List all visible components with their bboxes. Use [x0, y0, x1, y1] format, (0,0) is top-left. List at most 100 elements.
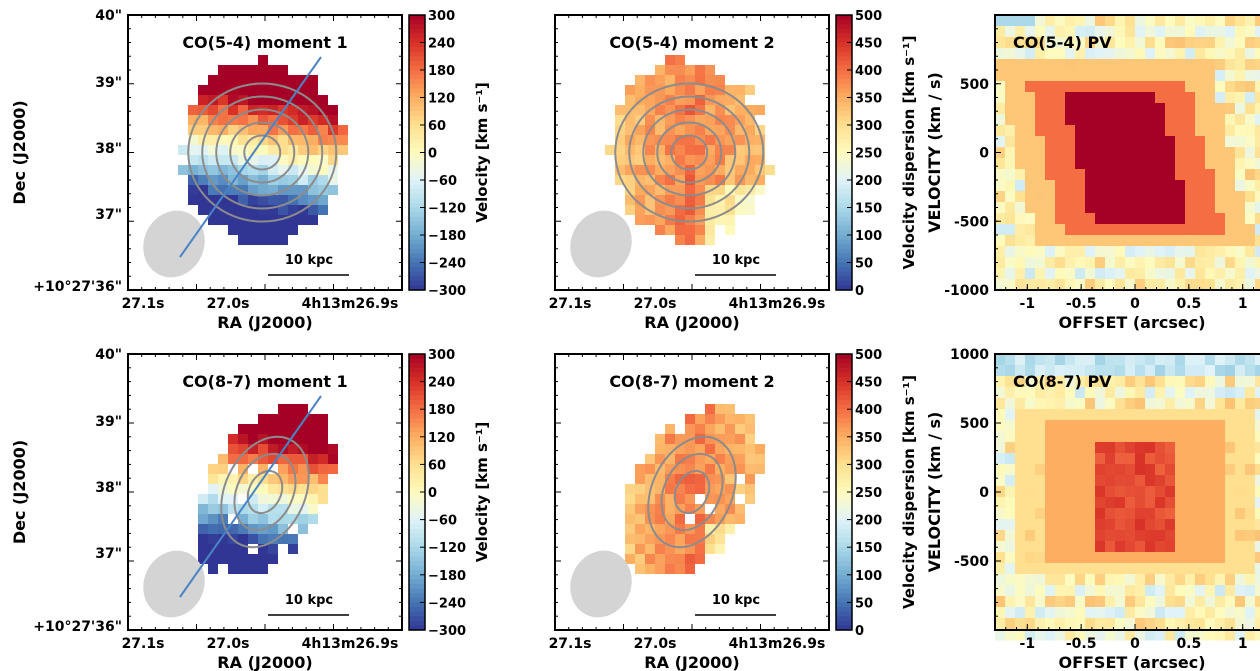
- co87-mom1-pixel: [208, 474, 218, 484]
- co87-pv-pixel: [1215, 409, 1225, 421]
- co54-pv-pixel: [1195, 81, 1205, 93]
- co54-mom2-colorbar-swatch: [836, 253, 852, 258]
- co54-pv-pixel: [1185, 125, 1195, 137]
- co87-pv-pixel: [1125, 541, 1135, 553]
- co54-pv-pixel: [1035, 224, 1045, 236]
- co87-mom1-colorbar-swatch: [409, 547, 425, 552]
- co87-pv-pixel: [1145, 541, 1155, 553]
- co54-pv-pixel: [1225, 235, 1235, 247]
- co54-mom2-colorbar-swatch: [836, 157, 852, 162]
- co54-pv-pixel: [1155, 114, 1165, 126]
- co87-mom2-pixel: [625, 554, 635, 564]
- co54-pv-pixel: [1135, 81, 1145, 93]
- co54-pv-pixel: [1255, 15, 1260, 27]
- co54-pv-pixel: [995, 246, 1005, 258]
- co54-pv-pixel: [1185, 235, 1195, 247]
- co54-pv-pixel: [1235, 37, 1245, 49]
- co87-pv-pixel: [1135, 530, 1145, 542]
- co87-pv-pixel: [1025, 585, 1035, 597]
- co87-mom2-pixel: [635, 534, 645, 544]
- co87-pv-pixel: [1055, 486, 1065, 498]
- co54-mom1-pixel: [308, 85, 318, 95]
- co54-pv-pixel: [1245, 224, 1255, 236]
- co54-pv-pixel: [995, 136, 1005, 148]
- co87-mom1-pixel: [228, 554, 238, 564]
- co87-mom2-colorbar-swatch: [836, 368, 852, 373]
- co87-pv-pixel: [1195, 607, 1205, 619]
- co87-pv-pixel: [1195, 442, 1205, 454]
- co54-mom2-pixel: [645, 215, 655, 225]
- co54-pv-pixel: [1175, 224, 1185, 236]
- co87-mom2-pixel: [695, 454, 705, 464]
- co87-pv-pixel: [1175, 387, 1185, 399]
- co54-pv-pixel: [1145, 213, 1155, 225]
- co54-mom2-colorbar-swatch: [836, 267, 852, 272]
- co87-pv-pixel: [1005, 552, 1015, 564]
- co54-mom1-pixel: [208, 85, 218, 95]
- co87-pv-pixel: [1205, 596, 1215, 608]
- co87-pv-pixel: [1235, 387, 1245, 399]
- co87-pv-pixel: [1065, 552, 1075, 564]
- co54-pv-pixel: [1085, 213, 1095, 225]
- co87-pv-pixel: [1015, 574, 1025, 586]
- co54-pv-pixel: [1045, 191, 1055, 203]
- co87-pv-pixel: [1205, 464, 1215, 476]
- co54-pv-pixel: [1025, 169, 1035, 181]
- co54-pv-pixel: [1075, 114, 1085, 126]
- co54-pv-pixel: [1215, 246, 1225, 258]
- co87-pv-pixel: [1175, 365, 1185, 377]
- co54-mom1-colorbar-swatch: [409, 24, 425, 29]
- co87-pv-pixel: [1135, 497, 1145, 509]
- co87-mom1-colorbar-swatch: [409, 529, 425, 534]
- co54-pv-pixel: [1185, 92, 1195, 104]
- co87-pv-pixel: [1115, 475, 1125, 487]
- co87-pv-pixel: [995, 574, 1005, 586]
- co87-pv-pixel: [1035, 409, 1045, 421]
- co54-pv-pixel: [1185, 37, 1195, 49]
- co54-pv-pixel: [1215, 37, 1225, 49]
- co54-pv-pixel: [1055, 103, 1065, 115]
- co87-mom2-colorbar-tick-label: 100: [855, 569, 882, 584]
- co54-mom1-panel: 10 kpcCO(5-4) moment 127.1s 27.0s 4h13m26.…: [10, 8, 491, 332]
- co87-mom1-pixel: [268, 444, 278, 454]
- co54-mom1-colorbar-tick-label: 240: [428, 37, 455, 52]
- co87-pv-pixel: [1125, 574, 1135, 586]
- co54-pv-pixel: [1115, 136, 1125, 148]
- co87-mom1-colorbar-swatch: [409, 501, 425, 506]
- co54-pv-pixel: [1025, 81, 1035, 93]
- co54-pv-pixel: [1135, 136, 1145, 148]
- co87-pv-pixel: [1235, 409, 1245, 421]
- co87-mom1-pixel: [248, 424, 258, 434]
- co54-mom2-pixel: [665, 65, 675, 75]
- co54-mom1-colorbar-swatch: [409, 198, 425, 203]
- co54-pv-pixel: [1255, 257, 1260, 269]
- co87-pv-pixel: [1145, 596, 1155, 608]
- co87-pv-pixel: [1025, 530, 1035, 542]
- co54-mom2-colorbar-swatch: [836, 162, 852, 167]
- co87-pv-pixel: [1095, 497, 1105, 509]
- co54-pv-pixel: [1085, 125, 1095, 137]
- co54-mom2-pixel: [665, 75, 675, 85]
- co87-mom2-pixel: [675, 534, 685, 544]
- co87-pv-pixel: [1135, 552, 1145, 564]
- co54-pv-pixel: [1045, 246, 1055, 258]
- co87-pv-pixel: [1175, 354, 1185, 366]
- co54-mom1-pixel: [328, 105, 338, 115]
- co54-pv-pixel: [1045, 180, 1055, 192]
- co54-mom1-pixel: [258, 225, 268, 235]
- co54-pv-pixel: [1115, 70, 1125, 82]
- co54-mom1-colorbar-swatch: [409, 125, 425, 130]
- co87-pv-pixel: [1175, 519, 1185, 531]
- co54-pv-pixel: [995, 15, 1005, 27]
- co87-pv-pixel: [995, 618, 1005, 630]
- co87-pv-pixel: [1135, 596, 1145, 608]
- co87-mom2-pixel: [715, 534, 725, 544]
- co54-pv-pixel: [1175, 70, 1185, 82]
- co54-pv-pixel: [1015, 202, 1025, 214]
- co87-pv-pixel: [1245, 409, 1255, 421]
- co87-mom1-colorbar-swatch: [409, 409, 425, 414]
- co54-pv-pixel: [1065, 169, 1075, 181]
- co54-pv-pixel: [995, 59, 1005, 71]
- co54-mom1-pixel: [208, 105, 218, 115]
- co87-pv-pixel: [1015, 409, 1025, 421]
